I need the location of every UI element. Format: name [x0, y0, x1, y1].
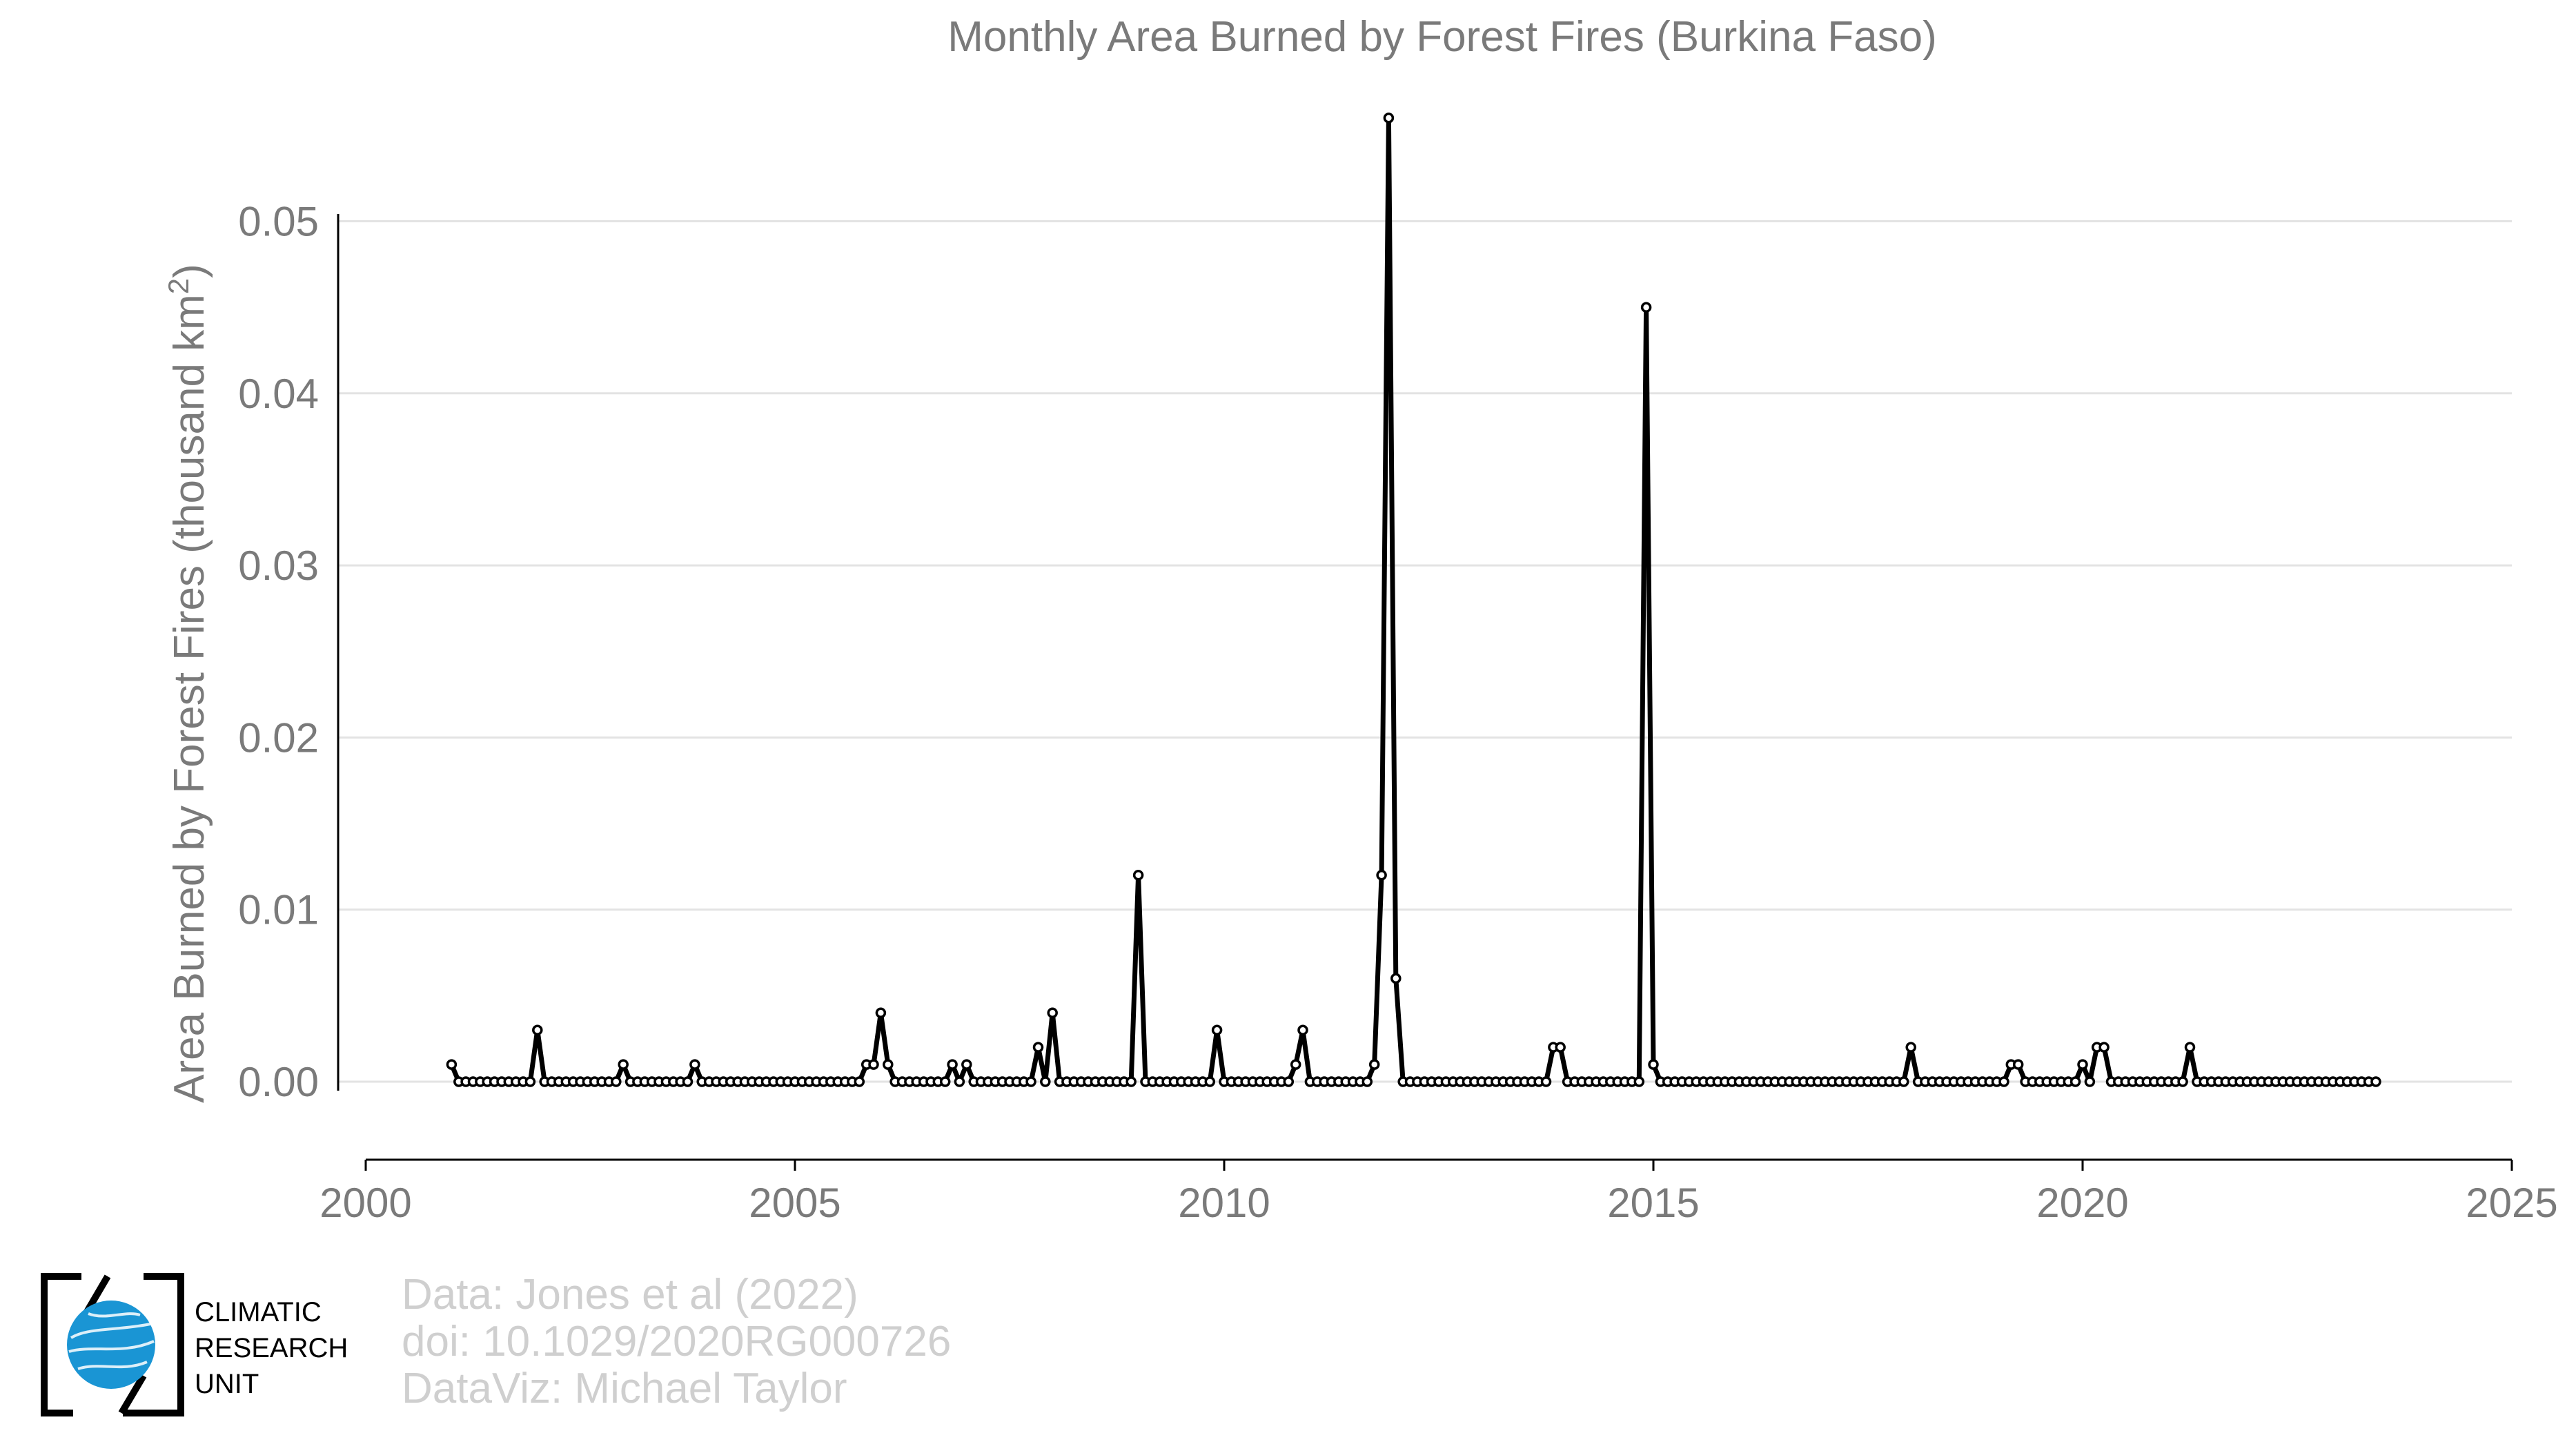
data-point: [883, 1059, 894, 1070]
x-axis: 2000 2005 2010 2015 2020 2025: [319, 1158, 2558, 1226]
data-point: [939, 1076, 951, 1087]
data-point: [1368, 1059, 1380, 1070]
data-point: [618, 1059, 629, 1070]
data-point: [1390, 973, 1402, 984]
data-point: [1998, 1076, 2009, 1087]
data-point: [2012, 1059, 2024, 1070]
data-point: [954, 1076, 965, 1087]
data-point: [2084, 1076, 2096, 1087]
x-tick-label: 2020: [2036, 1180, 2128, 1226]
gridlines: [338, 220, 2512, 1083]
data-point: [1898, 1076, 1909, 1087]
credit-data-source: Data: Jones et al (2022): [402, 1271, 858, 1318]
y-tick-label: 0.04: [238, 371, 319, 417]
data-point: [2098, 1042, 2110, 1053]
data-point: [1290, 1059, 1301, 1070]
data-point: [524, 1076, 536, 1087]
data-point: [1204, 1076, 1216, 1087]
data-point: [611, 1076, 622, 1087]
y-tick-label: 0.05: [238, 199, 319, 245]
cru-logo-text: CLIMATIC RESEARCH UNIT: [195, 1294, 348, 1402]
data-point: [947, 1059, 958, 1070]
data-point: [2370, 1076, 2381, 1087]
x-tick-label: 2010: [1178, 1180, 1270, 1226]
y-axis-label: Area Burned by Forest Fires (thousand km…: [162, 264, 213, 1103]
logo-line-1: CLIMATIC: [195, 1297, 322, 1327]
logo-line-2: RESEARCH: [195, 1333, 348, 1363]
data-point: [1905, 1042, 1916, 1053]
logo-line-3: UNIT: [195, 1369, 259, 1399]
data-point: [1283, 1076, 1295, 1087]
data-point: [1211, 1024, 1223, 1035]
data-point: [532, 1024, 543, 1035]
data-point: [1555, 1042, 1566, 1053]
data-point: [682, 1076, 694, 1087]
data-point: [1025, 1076, 1036, 1087]
y-tick-label: 0.03: [238, 543, 319, 589]
series-line: [449, 115, 2376, 1084]
y-tick-label: 0.01: [238, 887, 319, 933]
x-tick-label: 2005: [749, 1180, 840, 1226]
cru-logo: [40, 1272, 185, 1417]
data-point: [1540, 1076, 1552, 1087]
data-point: [1040, 1076, 1051, 1087]
data-point: [446, 1059, 458, 1070]
y-tick-label: 0.00: [238, 1059, 319, 1105]
data-point: [854, 1076, 865, 1087]
x-tick-label: 2025: [2466, 1180, 2557, 1226]
data-point: [868, 1059, 879, 1070]
data-point: [1132, 870, 1144, 881]
credit-dataviz: DataViz: Michael Taylor: [402, 1365, 847, 1412]
data-series: [446, 113, 2381, 1087]
x-tick-label: 2000: [319, 1180, 411, 1226]
data-point: [2077, 1059, 2088, 1070]
data-point: [1640, 302, 1652, 313]
data-point: [1361, 1076, 1373, 1087]
data-point: [1125, 1076, 1137, 1087]
data-point: [2184, 1042, 2196, 1053]
data-point: [961, 1059, 972, 1070]
data-point: [1383, 113, 1395, 124]
data-point: [1648, 1059, 1659, 1070]
y-axis-ticks: 0.00 0.01 0.02 0.03 0.04 0.05: [238, 199, 340, 1105]
globe-icon: [41, 1273, 184, 1416]
data-point: [1047, 1007, 1058, 1019]
data-point: [1032, 1042, 1044, 1053]
credits: Data: Jones et al (2022) doi: 10.1029/20…: [402, 1272, 951, 1412]
data-point: [2069, 1076, 2081, 1087]
x-tick-label: 2015: [1607, 1180, 1699, 1226]
data-point: [875, 1007, 887, 1019]
data-point: [1376, 870, 1387, 881]
y-tick-label: 0.02: [238, 714, 319, 761]
chart-title: Monthly Area Burned by Forest Fires (Bur…: [947, 13, 1936, 61]
data-point: [1633, 1076, 1645, 1087]
data-point: [689, 1059, 700, 1070]
data-point: [1297, 1024, 1308, 1035]
data-point: [2177, 1076, 2188, 1087]
credit-doi: doi: 10.1029/2020RG000726: [402, 1318, 952, 1365]
